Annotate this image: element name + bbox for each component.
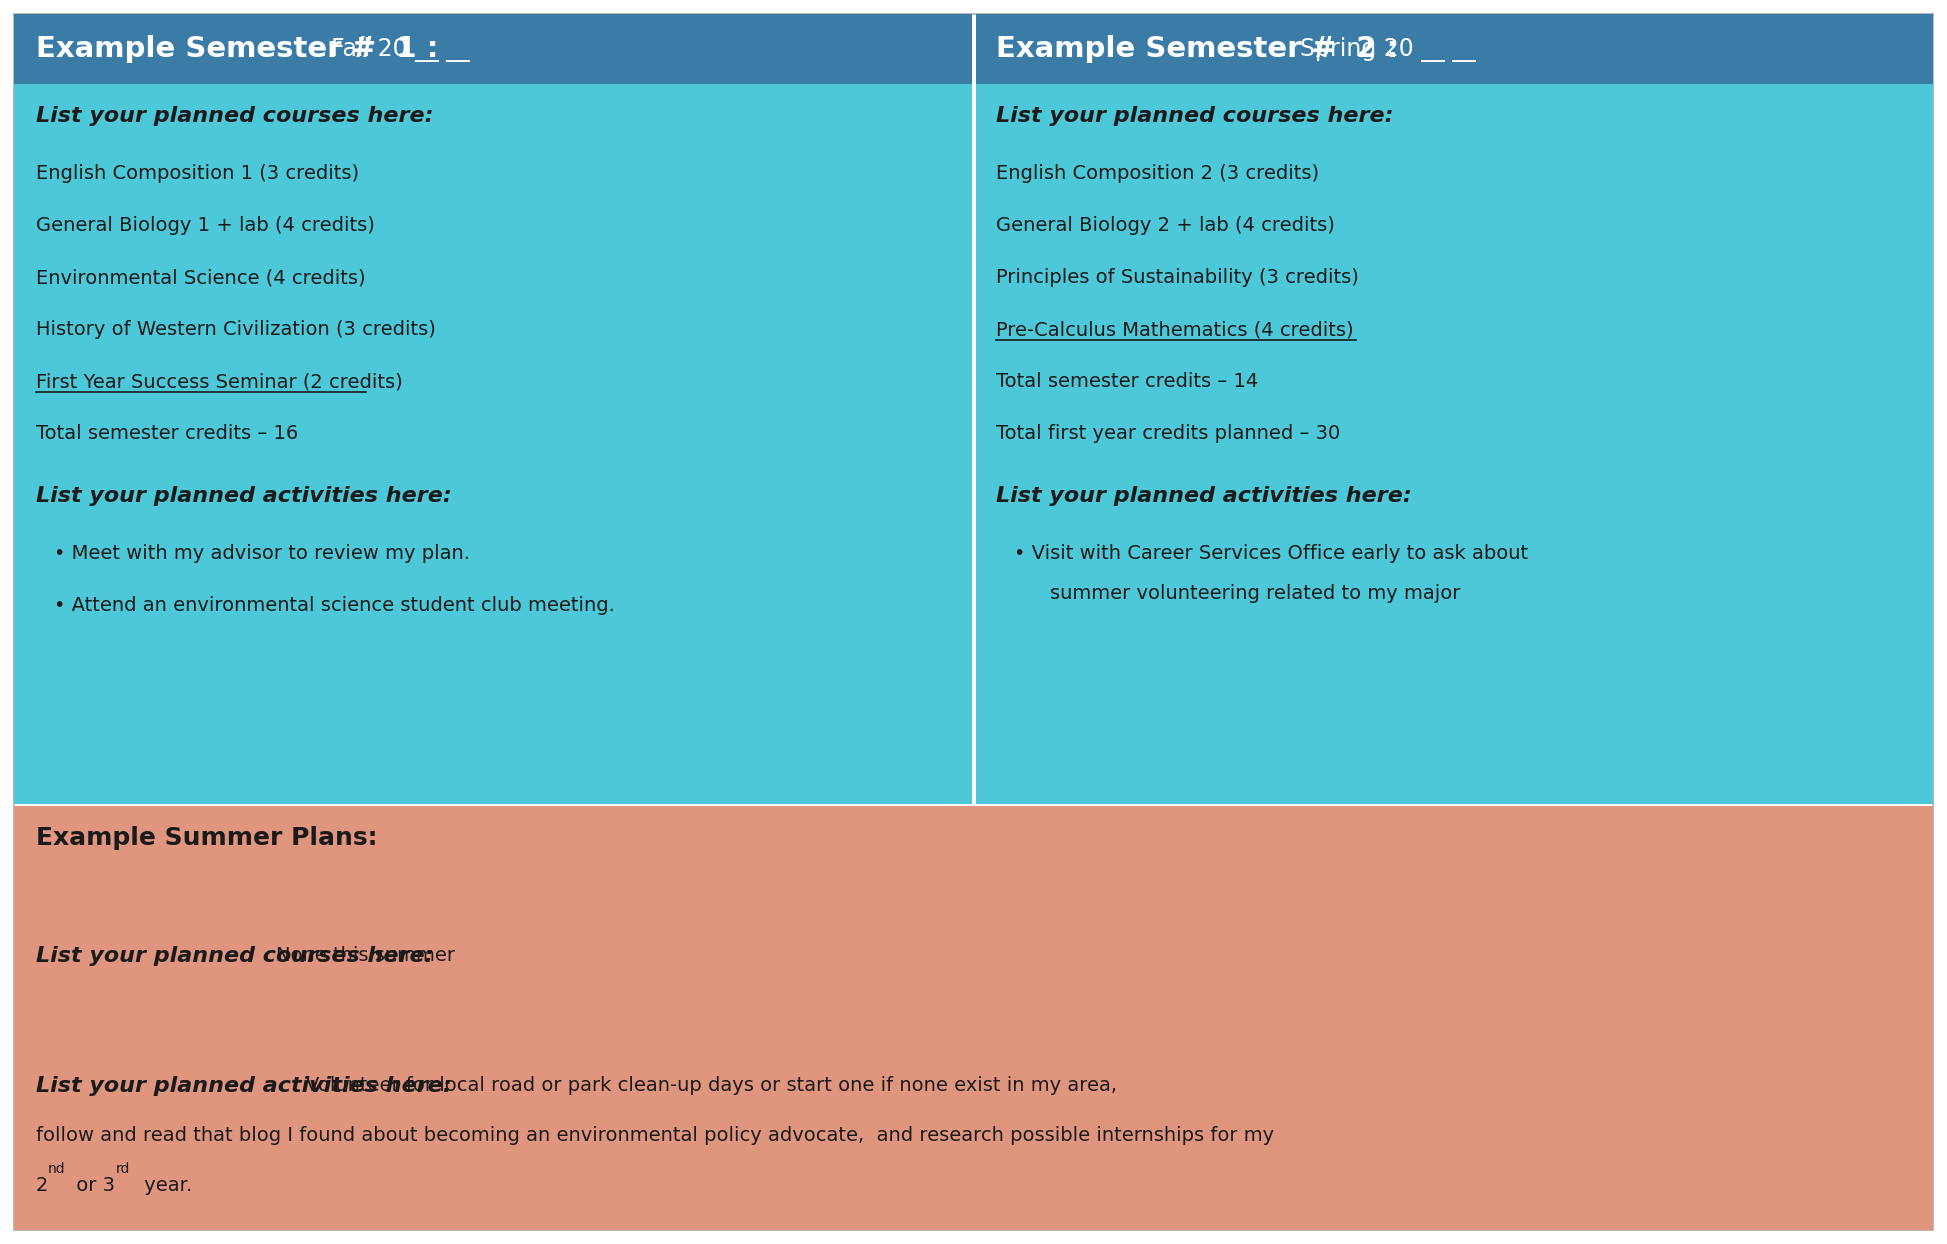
Text: First Year Success Seminar (2 credits): First Year Success Seminar (2 credits) (35, 372, 403, 391)
Text: • Meet with my advisor to review my plan.: • Meet with my advisor to review my plan… (55, 544, 469, 564)
Text: year.: year. (138, 1176, 193, 1195)
Text: List your planned activities here:: List your planned activities here: (35, 1076, 452, 1096)
Text: Example Summer Plans:: Example Summer Plans: (35, 826, 378, 850)
Bar (14, 85, 972, 804)
Text: None this summer: None this summer (276, 945, 456, 965)
Text: • Visit with Career Services Office early to ask about: • Visit with Career Services Office earl… (1014, 544, 1528, 564)
Text: General Biology 1 + lab (4 credits): General Biology 1 + lab (4 credits) (35, 216, 376, 235)
Text: List your planned courses here:: List your planned courses here: (995, 106, 1392, 126)
Text: List your planned activities here:: List your planned activities here: (35, 486, 452, 506)
Text: Fall 20 __ __: Fall 20 __ __ (331, 36, 469, 61)
Bar (14, 14, 972, 85)
Text: History of Western Civilization (3 credits): History of Western Civilization (3 credi… (35, 320, 436, 340)
Text: List your planned activities here:: List your planned activities here: (995, 486, 1412, 506)
Text: English Composition 2 (3 credits): English Composition 2 (3 credits) (995, 164, 1318, 183)
Text: General Biology 2 + lab (4 credits): General Biology 2 + lab (4 credits) (995, 216, 1334, 235)
Text: nd: nd (49, 1162, 66, 1176)
Text: • Attend an environmental science student club meeting.: • Attend an environmental science studen… (55, 596, 615, 615)
Bar (14, 806, 1933, 1230)
Text: summer volunteering related to my major: summer volunteering related to my major (1051, 583, 1460, 603)
Text: Pre-Calculus Mathematics (4 credits): Pre-Calculus Mathematics (4 credits) (995, 320, 1353, 340)
Text: Environmental Science (4 credits): Environmental Science (4 credits) (35, 267, 366, 287)
Text: List your planned courses here:: List your planned courses here: (35, 945, 434, 967)
Text: Total semester credits – 16: Total semester credits – 16 (35, 424, 298, 443)
Text: List your planned courses here:: List your planned courses here: (35, 106, 434, 126)
Text: Total first year credits planned – 30: Total first year credits planned – 30 (995, 424, 1340, 443)
Text: rd: rd (117, 1162, 130, 1176)
Text: Principles of Sustainability (3 credits): Principles of Sustainability (3 credits) (995, 267, 1359, 287)
Text: 2: 2 (35, 1176, 49, 1195)
Text: English Composition 1 (3 credits): English Composition 1 (3 credits) (35, 164, 358, 183)
Text: or 3: or 3 (70, 1176, 115, 1195)
Bar (975, 14, 1933, 85)
Text: Example Semester #  1 :: Example Semester # 1 : (35, 35, 438, 63)
Text: Volunteer for local road or park clean-up days or start one if none exist in my : Volunteer for local road or park clean-u… (306, 1076, 1118, 1095)
Bar (975, 85, 1933, 804)
Text: Example Semester #  2 :: Example Semester # 2 : (995, 35, 1398, 63)
Text: Spring 20 __ __: Spring 20 __ __ (1301, 36, 1476, 61)
Text: Total semester credits – 14: Total semester credits – 14 (995, 372, 1258, 391)
Text: follow and read that blog I found about becoming an environmental policy advocat: follow and read that blog I found about … (35, 1126, 1273, 1144)
